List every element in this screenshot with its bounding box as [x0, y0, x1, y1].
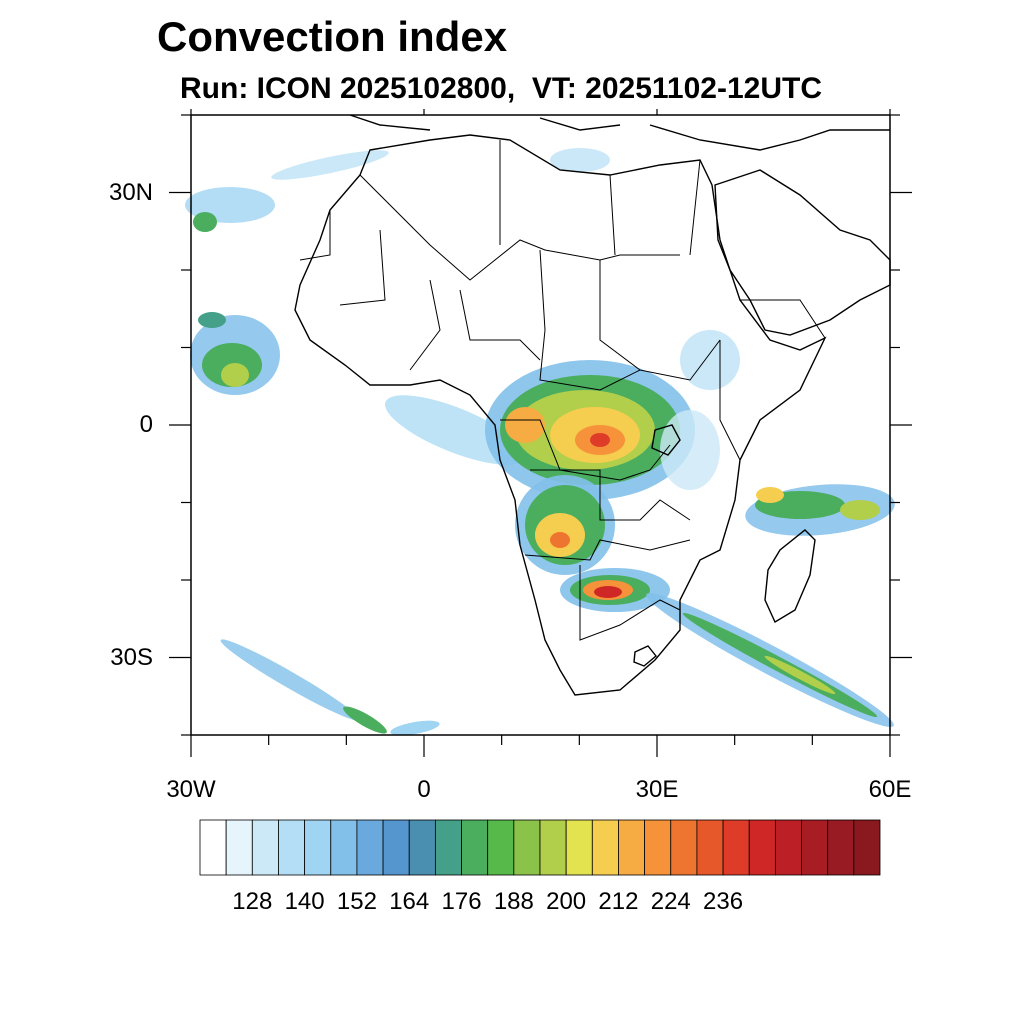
lon-label: 60E	[868, 776, 912, 803]
colorbar-swatch	[801, 819, 829, 876]
border-line	[359, 174, 680, 281]
field-patch	[198, 312, 226, 328]
lat-label: 0	[139, 411, 153, 438]
colorbar-tick-label: 236	[703, 888, 744, 915]
colorbar-swatch	[251, 819, 279, 876]
field-patch	[594, 586, 622, 598]
field-patch	[680, 330, 740, 390]
border-line	[524, 539, 691, 561]
field-patch	[505, 407, 545, 443]
colorbar-swatch	[434, 819, 462, 876]
lon-label: 30W	[166, 776, 216, 803]
colorbar-tick-label: 152	[336, 888, 377, 915]
colorbar	[199, 819, 881, 876]
lat-label: 30S	[110, 643, 153, 671]
border-line	[409, 279, 541, 371]
field-patch	[193, 212, 217, 232]
colorbar-swatch	[853, 819, 881, 876]
lat-label: 30N	[108, 178, 153, 206]
madagascar-coastline	[764, 529, 816, 624]
field-patch	[550, 532, 570, 548]
colorbar-tick-label: 164	[389, 888, 430, 915]
lake-victoria	[651, 424, 681, 456]
colorbar-tick-label: 128	[232, 888, 273, 915]
colorbar-swatch	[304, 819, 332, 876]
convection-field	[185, 148, 895, 736]
country-borders	[299, 140, 826, 641]
colorbar-tick-label: 140	[284, 888, 325, 915]
border-line	[299, 210, 386, 306]
chart-subtitle: Run: ICON 2025102800, VT: 20251102-12UTC	[180, 72, 822, 105]
field-patch	[764, 655, 836, 695]
chart-title: Convection index	[157, 13, 508, 60]
colorbar-swatch	[670, 819, 698, 876]
colorbar-swatch	[513, 819, 541, 876]
border-line	[579, 565, 681, 641]
lon-label: 30E	[635, 776, 679, 803]
field-patch	[220, 639, 360, 721]
colorbar-swatch	[199, 819, 227, 876]
coastlines	[294, 114, 891, 696]
colorbar-swatch	[618, 819, 646, 876]
colorbar-swatch	[565, 819, 593, 876]
arabia-coastline	[714, 169, 891, 336]
field-patch	[590, 433, 610, 447]
colorbar-swatch	[461, 819, 489, 876]
colorbar-swatch	[330, 819, 358, 876]
border-line	[719, 340, 741, 461]
axis-ticks	[169, 109, 912, 757]
colorbar-swatch	[827, 819, 855, 876]
border-line	[740, 299, 826, 339]
field-patch	[343, 706, 387, 734]
border-line	[499, 140, 701, 256]
field-patch	[840, 500, 880, 520]
colorbar-swatch	[644, 819, 672, 876]
field-patch	[221, 363, 249, 387]
colorbar-swatch	[487, 819, 515, 876]
colorbar-swatch	[748, 819, 776, 876]
field-patch	[660, 410, 720, 490]
colorbar-tick-label: 200	[546, 888, 587, 915]
field-patch	[756, 487, 784, 503]
colorbar-tick-label: 212	[598, 888, 639, 915]
field-patch	[550, 148, 610, 172]
colorbar-swatch	[539, 819, 567, 876]
colorbar-swatch	[591, 819, 619, 876]
colorbar-tick-label: 176	[441, 888, 482, 915]
africa-coastline	[294, 134, 827, 696]
colorbar-swatch	[722, 819, 750, 876]
colorbar-swatch	[696, 819, 724, 876]
field-patch	[390, 720, 440, 736]
colorbar-swatch	[278, 819, 306, 876]
colorbar-swatch	[408, 819, 436, 876]
colorbar-swatch	[225, 819, 253, 876]
border-line	[530, 469, 691, 521]
colorbar-tick-label: 224	[650, 888, 691, 915]
border-line	[599, 260, 641, 371]
border-line	[539, 249, 721, 391]
field-patch	[271, 150, 389, 180]
lon-label: 0	[417, 776, 431, 803]
colorbar-tick-label: 188	[493, 888, 534, 915]
mediterranean-coast	[349, 114, 890, 151]
colorbar-swatch	[774, 819, 802, 876]
lesotho-border	[633, 645, 657, 667]
colorbar-swatch	[356, 819, 384, 876]
border-line	[500, 419, 671, 481]
colorbar-swatch	[382, 819, 410, 876]
